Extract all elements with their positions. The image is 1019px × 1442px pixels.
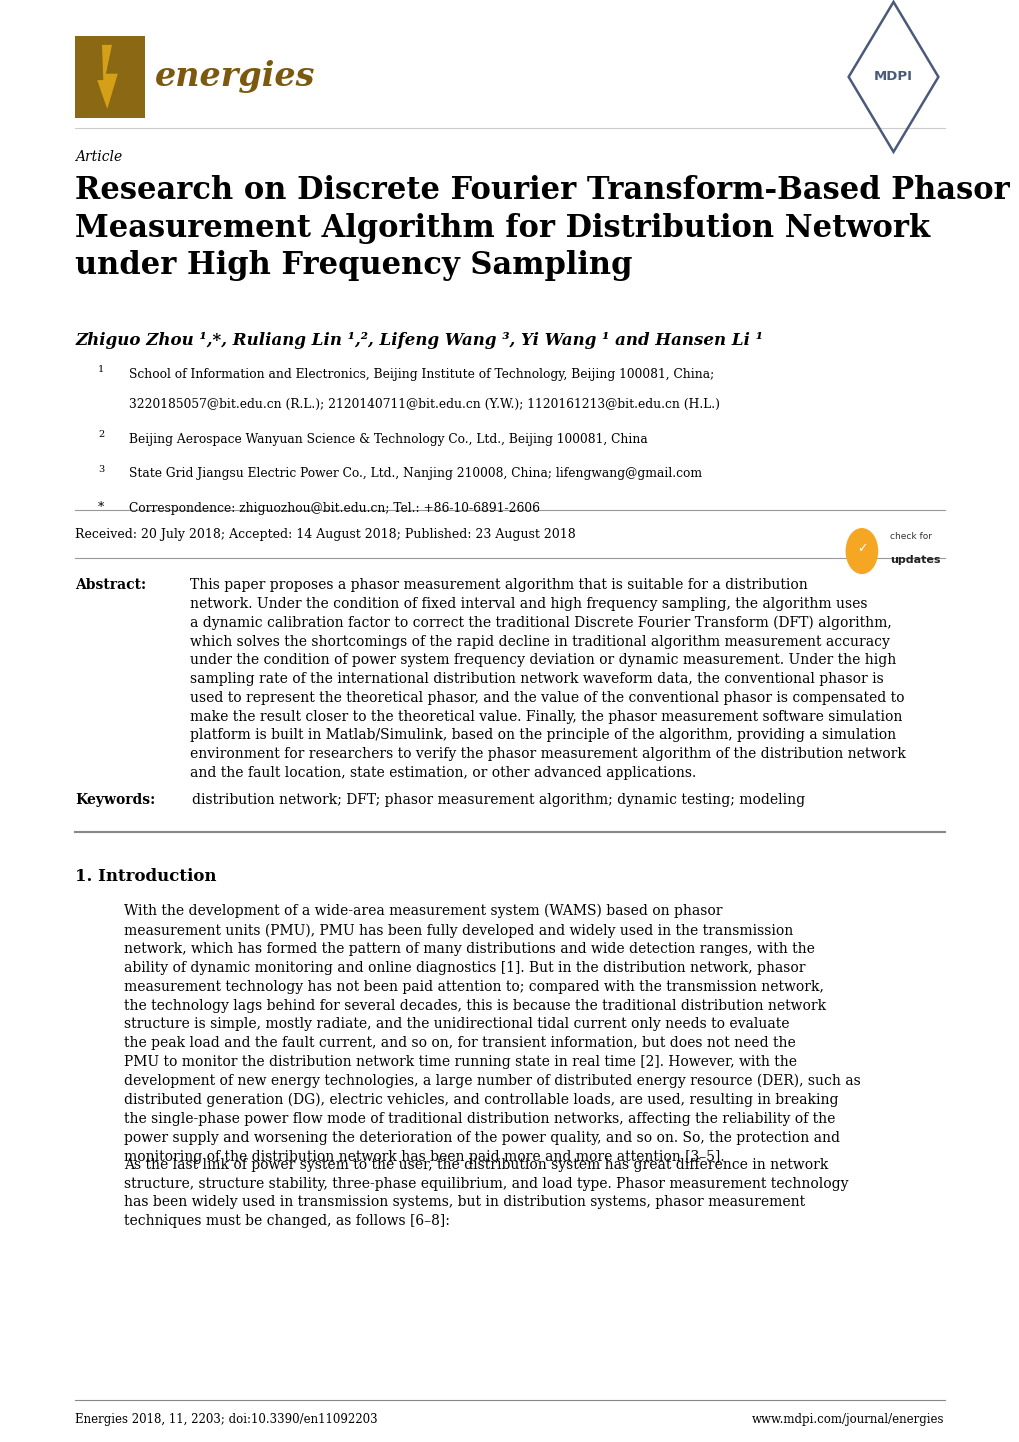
Text: 3220185057@bit.edu.cn (R.L.); 2120140711@bit.edu.cn (Y.W.); 1120161213@bit.edu.c: 3220185057@bit.edu.cn (R.L.); 2120140711… (128, 398, 718, 411)
Bar (75, 36, 145, 118)
Text: School of Information and Electronics, Beijing Institute of Technology, Beijing : School of Information and Electronics, B… (128, 368, 713, 381)
Text: Beijing Aerospace Wanyuan Science & Technology Co., Ltd., Beijing 100081, China: Beijing Aerospace Wanyuan Science & Tech… (128, 433, 647, 446)
Text: Correspondence: zhiguozhou@bit.edu.cn; Tel.: +86-10-6891-2606: Correspondence: zhiguozhou@bit.edu.cn; T… (128, 502, 539, 515)
Circle shape (845, 528, 877, 574)
Text: check for: check for (890, 532, 931, 541)
Text: With the development of a wide-area measurement system (WAMS) based on phasor
me: With the development of a wide-area meas… (124, 904, 860, 1164)
Text: *: * (98, 500, 104, 513)
Text: Received: 20 July 2018; Accepted: 14 August 2018; Published: 23 August 2018: Received: 20 July 2018; Accepted: 14 Aug… (75, 528, 576, 541)
Text: Energies 2018, 11, 2203; doi:10.3390/en11092203: Energies 2018, 11, 2203; doi:10.3390/en1… (75, 1413, 378, 1426)
Text: energies: energies (155, 61, 315, 94)
Text: MDPI: MDPI (873, 71, 912, 84)
Text: As the last link of power system to the user, the distribution system has great : As the last link of power system to the … (124, 1158, 848, 1229)
Text: ✓: ✓ (856, 542, 866, 555)
Text: This paper proposes a phasor measurement algorithm that is suitable for a distri: This paper proposes a phasor measurement… (190, 578, 905, 780)
Text: Keywords:: Keywords: (75, 793, 156, 808)
Text: 1. Introduction: 1. Introduction (75, 868, 217, 885)
Text: 1: 1 (98, 365, 104, 373)
Text: 2: 2 (98, 430, 104, 438)
Text: 3: 3 (98, 464, 104, 473)
Text: Zhiguo Zhou ¹,*, Ruliang Lin ¹,², Lifeng Wang ³, Yi Wang ¹ and Hansen Li ¹: Zhiguo Zhou ¹,*, Ruliang Lin ¹,², Lifeng… (75, 332, 763, 349)
Text: distribution network; DFT; phasor measurement algorithm; dynamic testing; modeli: distribution network; DFT; phasor measur… (192, 793, 804, 808)
Text: State Grid Jiangsu Electric Power Co., Ltd., Nanjing 210008, China; lifengwang@g: State Grid Jiangsu Electric Power Co., L… (128, 467, 701, 480)
Text: Abstract:: Abstract: (75, 578, 147, 593)
Text: Research on Discrete Fourier Transform-Based Phasor
Measurement Algorithm for Di: Research on Discrete Fourier Transform-B… (75, 174, 1009, 281)
Text: updates: updates (890, 555, 941, 565)
Polygon shape (97, 45, 117, 110)
Text: www.mdpi.com/journal/energies: www.mdpi.com/journal/energies (751, 1413, 944, 1426)
Text: Article: Article (75, 150, 122, 164)
